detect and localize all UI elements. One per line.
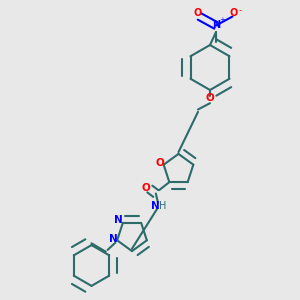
Text: O: O (230, 8, 238, 19)
Text: N: N (152, 200, 160, 211)
Text: O: O (206, 93, 214, 103)
Text: N: N (114, 215, 123, 226)
Text: N: N (109, 234, 117, 244)
Text: H: H (159, 200, 166, 211)
Text: O: O (142, 183, 151, 193)
Text: +: + (219, 17, 225, 23)
Text: N: N (212, 20, 220, 30)
Text: O: O (156, 158, 164, 168)
Text: -: - (238, 7, 242, 16)
Text: O: O (194, 8, 202, 19)
